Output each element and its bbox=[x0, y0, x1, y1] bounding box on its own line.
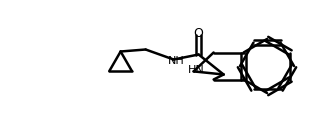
Text: HN: HN bbox=[188, 65, 205, 75]
Text: NH: NH bbox=[168, 55, 185, 65]
Text: O: O bbox=[194, 27, 203, 40]
